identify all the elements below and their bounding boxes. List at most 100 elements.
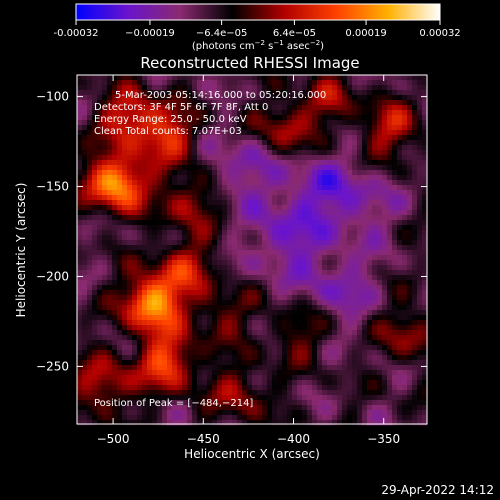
heatmap-cell: [127, 290, 133, 296]
heatmap-cell: [362, 400, 368, 406]
heatmap-cell: [222, 135, 228, 141]
heatmap-cell: [147, 150, 153, 156]
heatmap-cell: [242, 130, 248, 136]
heatmap-cell: [217, 95, 223, 101]
heatmap-cell: [362, 365, 368, 371]
heatmap-cell: [382, 255, 388, 261]
heatmap-cell: [347, 345, 353, 351]
heatmap-cell: [207, 115, 213, 121]
heatmap-cell: [222, 300, 228, 306]
heatmap-cell: [212, 370, 218, 376]
heatmap-cell: [197, 350, 203, 356]
heatmap-cell: [287, 395, 293, 401]
heatmap-cell: [167, 370, 173, 376]
heatmap-cell: [197, 295, 203, 301]
heatmap-cell: [177, 125, 183, 131]
heatmap-cell: [277, 295, 283, 301]
heatmap-cell: [212, 240, 218, 246]
heatmap-cell: [297, 125, 303, 131]
heatmap-cell: [322, 195, 328, 201]
heatmap-cell: [227, 195, 233, 201]
heatmap-cell: [287, 135, 293, 141]
heatmap-cell: [212, 245, 218, 251]
heatmap-cell: [157, 200, 163, 206]
heatmap-cell: [302, 215, 308, 221]
heatmap-cell: [242, 205, 248, 211]
heatmap-cell: [167, 95, 173, 101]
heatmap-cell: [197, 255, 203, 261]
heatmap-cell: [242, 415, 248, 421]
heatmap-cell: [377, 285, 383, 291]
heatmap-cell: [132, 270, 138, 276]
heatmap-cell: [252, 215, 258, 221]
heatmap-cell: [267, 350, 273, 356]
heatmap-cell: [302, 105, 308, 111]
heatmap-cell: [117, 105, 123, 111]
heatmap-cell: [132, 120, 138, 126]
heatmap-cell: [222, 375, 228, 381]
heatmap-cell: [417, 170, 423, 176]
heatmap-cell: [352, 150, 358, 156]
heatmap-cell: [342, 185, 348, 191]
heatmap-cell: [192, 165, 198, 171]
heatmap-cell: [262, 145, 268, 151]
heatmap-cell: [397, 220, 403, 226]
annotation-line: Clean Total counts: 7.07E+03: [94, 126, 242, 137]
heatmap-cell: [312, 245, 318, 251]
heatmap-cell: [177, 230, 183, 236]
heatmap-cell: [387, 255, 393, 261]
heatmap-cell: [322, 115, 328, 121]
heatmap-cell: [182, 385, 188, 391]
heatmap-cell: [307, 220, 313, 226]
heatmap-cell: [257, 120, 263, 126]
heatmap-cell: [417, 350, 423, 356]
heatmap-cell: [267, 235, 273, 241]
heatmap-cell: [87, 125, 93, 131]
heatmap-cell: [192, 205, 198, 211]
heatmap-cell: [222, 365, 228, 371]
heatmap-cell: [162, 275, 168, 281]
heatmap-cell: [332, 225, 338, 231]
heatmap-cell: [347, 220, 353, 226]
heatmap-cell: [167, 245, 173, 251]
heatmap-cell: [317, 330, 323, 336]
heatmap-cell: [77, 75, 83, 81]
heatmap-cell: [377, 305, 383, 311]
heatmap-cell: [272, 380, 278, 386]
heatmap-cell: [217, 350, 223, 356]
heatmap-cell: [357, 150, 363, 156]
heatmap-cell: [142, 215, 148, 221]
heatmap-cell: [112, 100, 118, 106]
heatmap-cell: [337, 360, 343, 366]
heatmap-cell: [397, 245, 403, 251]
heatmap-cell: [292, 255, 298, 261]
heatmap-cell: [152, 115, 158, 121]
heatmap-cell: [327, 260, 333, 266]
heatmap-cell: [327, 75, 333, 81]
heatmap-cell: [172, 415, 178, 421]
heatmap-cell: [182, 200, 188, 206]
heatmap-cell: [227, 125, 233, 131]
heatmap-cell: [412, 165, 418, 171]
heatmap-cell: [182, 395, 188, 401]
heatmap-cell: [157, 355, 163, 361]
heatmap-cell: [272, 180, 278, 186]
heatmap-cell: [147, 260, 153, 266]
heatmap-cell: [337, 315, 343, 321]
heatmap-cell: [382, 260, 388, 266]
heatmap-cell: [412, 350, 418, 356]
heatmap-cell: [287, 275, 293, 281]
heatmap-cell: [227, 190, 233, 196]
heatmap-cell: [422, 240, 428, 246]
heatmap-cell: [327, 120, 333, 126]
heatmap-cell: [132, 215, 138, 221]
heatmap-cell: [277, 260, 283, 266]
heatmap-cell: [82, 85, 88, 91]
heatmap-cell: [337, 215, 343, 221]
heatmap-cell: [267, 135, 273, 141]
heatmap-cell: [422, 265, 428, 271]
heatmap-cell: [127, 190, 133, 196]
heatmap-cell: [337, 110, 343, 116]
heatmap-cell: [232, 240, 238, 246]
heatmap-cell: [352, 190, 358, 196]
